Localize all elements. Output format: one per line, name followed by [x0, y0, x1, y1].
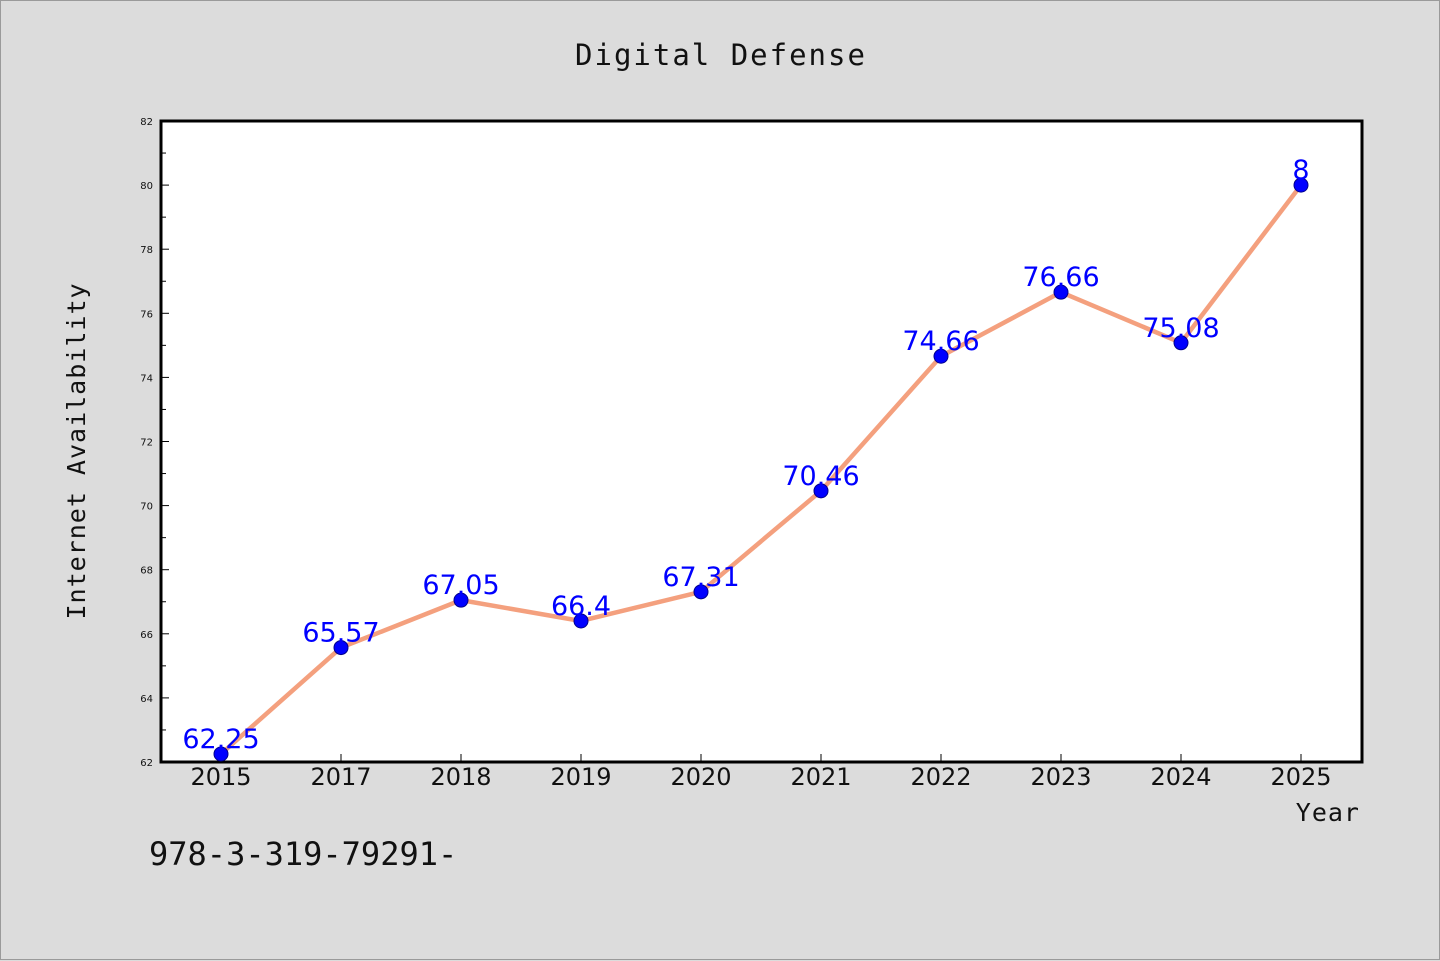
y-tick-label: 68	[140, 566, 153, 577]
x-tick-label: 2024	[1150, 763, 1211, 791]
data-point	[813, 483, 829, 499]
x-axis: 2015 2017 2018 2019 2020 2021 2022 2023 2024 2025	[190, 754, 1332, 791]
x-tick-label: 2025	[1270, 763, 1331, 791]
data-label: 67.05	[422, 570, 499, 601]
y-axis-title: Internet Availability	[62, 282, 91, 619]
y-tick-label: 70	[140, 502, 153, 513]
y-tick-label: 74	[140, 373, 153, 384]
x-axis-title: Year	[1296, 798, 1360, 827]
y-tick-label: 66	[140, 630, 153, 641]
y-tick-label: 78	[140, 245, 153, 256]
x-tick-label: 2018	[430, 763, 491, 791]
data-point	[1173, 335, 1189, 351]
y-axis: 62 64 66 68 70 72 74 76 78 80 82	[140, 117, 169, 769]
data-label: 70.46	[782, 461, 859, 492]
x-tick-label: 2020	[670, 763, 731, 791]
y-tick-label: 76	[140, 309, 153, 320]
y-tick-label: 80	[140, 181, 153, 192]
data-point	[453, 592, 469, 608]
data-point	[573, 613, 589, 629]
x-tick-label: 2022	[910, 763, 971, 791]
data-label: 74.66	[902, 326, 979, 357]
x-tick-label: 2017	[310, 763, 371, 791]
data-label: 65.57	[302, 618, 379, 649]
x-tick-label: 2023	[1030, 763, 1091, 791]
x-tick-label: 2015	[190, 763, 251, 791]
data-point	[213, 746, 229, 762]
series-group	[213, 177, 1309, 762]
y-tick-label: 72	[140, 438, 153, 449]
data-point	[693, 584, 709, 600]
data-labels: 62.25 65.57 67.05 66.4 67.31 70.46 74.66 76.66 7…	[182, 155, 1309, 755]
data-label: 76.66	[1022, 262, 1099, 293]
y-tick-label: 62	[140, 758, 153, 769]
footer-code: 978-3-319-79291-	[149, 835, 457, 873]
plot-frame	[159, 119, 1364, 764]
data-point	[933, 348, 949, 364]
data-label: 66.4	[551, 591, 611, 622]
data-point	[1293, 177, 1309, 193]
series-line	[218, 182, 1304, 757]
data-label: 62.25	[182, 724, 259, 755]
x-tick-label: 2021	[790, 763, 851, 791]
x-tick-label: 2019	[550, 763, 611, 791]
chart-title: Digital Defense	[575, 38, 867, 72]
data-label: 8	[1292, 155, 1309, 186]
data-point	[1053, 284, 1069, 300]
data-point	[333, 640, 349, 656]
data-label: 67.31	[662, 562, 739, 593]
y-tick-label: 64	[140, 694, 153, 705]
y-tick-label: 82	[140, 117, 153, 128]
data-label: 75.08	[1142, 313, 1219, 344]
